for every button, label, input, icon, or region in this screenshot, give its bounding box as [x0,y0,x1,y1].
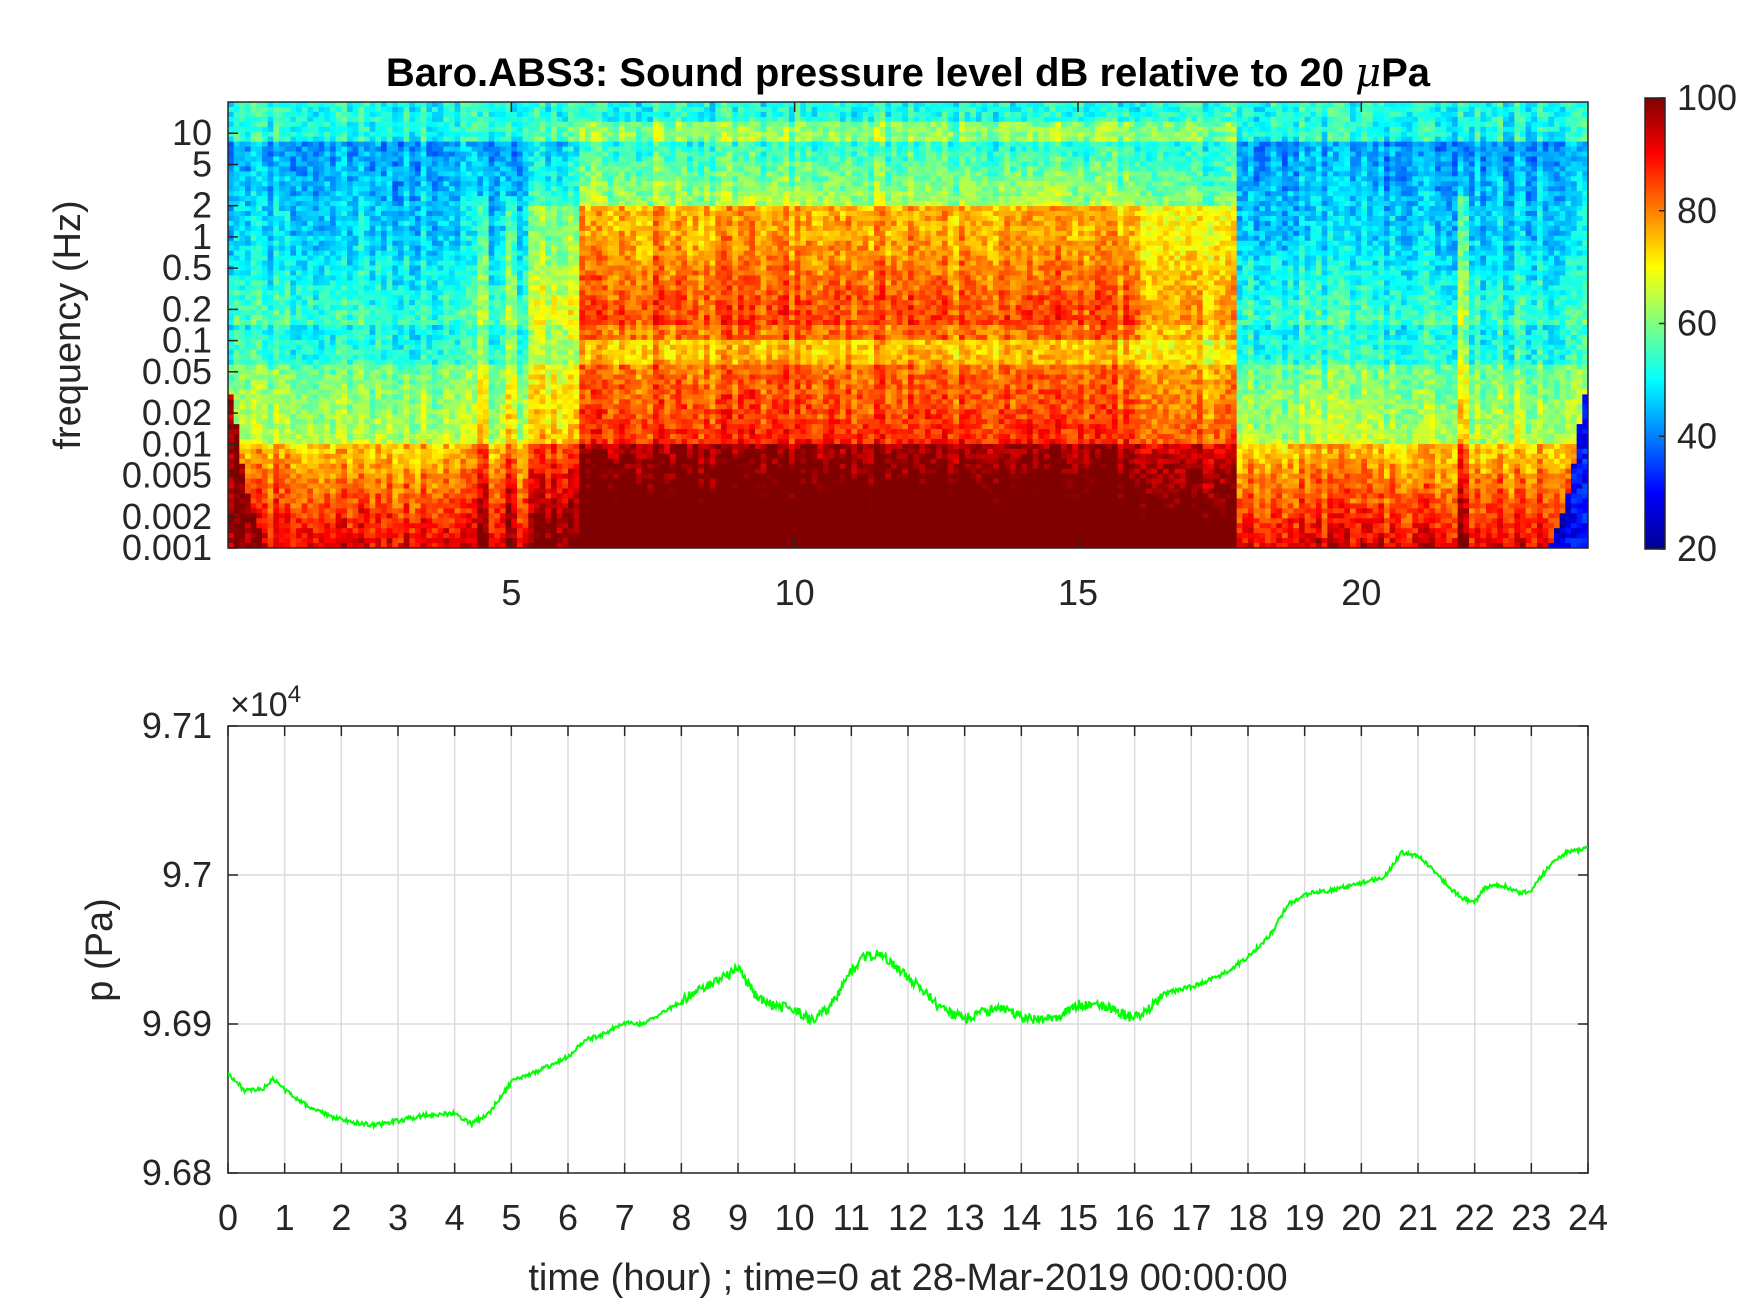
spectrogram-y-tick-label: 0.001 [122,527,212,568]
spectrogram-y-tick-label: 0.02 [142,392,212,433]
spectrogram-y-label: frequency (Hz) [47,200,89,449]
colorbar-tick-label: 20 [1677,528,1717,569]
line-x-tick-label: 8 [671,1197,691,1238]
spectrogram-y-tick-label: 0.01 [142,423,212,464]
spectrogram-y-tick-label: 0.5 [162,247,212,288]
line-x-tick-label: 15 [1058,1197,1098,1238]
colorbar-tick-label: 40 [1677,415,1717,456]
pressure-series-line [228,845,1588,1131]
colorbar-tick-label: 80 [1677,190,1717,231]
spectrogram-y-tick-label: 0.002 [122,496,212,537]
spectrogram-y-tick-label: 0.1 [162,320,212,361]
spectrogram-y-tick-label: 0.005 [122,455,212,496]
line-x-tick-label: 23 [1511,1197,1551,1238]
line-x-tick-label: 20 [1341,1197,1381,1238]
spectrogram-y-tick-label: 2 [192,185,212,226]
spectrogram-y-tick-label: 5 [192,143,212,184]
line-y-tick-label: 9.69 [142,1003,212,1044]
line-x-tick-label: 16 [1115,1197,1155,1238]
line-x-label: time (hour) ; time=0 at 28-Mar-2019 00:0… [528,1257,1287,1299]
spectrogram-x-tick-label: 5 [501,572,521,613]
y-exponent-label: ×104 [230,681,301,724]
line-y-tick-label: 9.68 [142,1152,212,1193]
spectrogram-x-tick-label: 15 [1058,572,1098,613]
line-x-tick-label: 2 [331,1197,351,1238]
spectrogram-x-axis: 5 10 15 20 [501,102,1381,613]
line-x-tick-label: 9 [728,1197,748,1238]
line-y-tick-label: 9.7 [162,854,212,895]
line-x-tick-label: 6 [558,1197,578,1238]
line-x-tick-label: 5 [501,1197,521,1238]
line-x-tick-label: 4 [445,1197,465,1238]
spectrogram-y-tick-label: 1 [192,216,212,257]
line-y-tick-label: 9.71 [142,705,212,746]
line-x-tick-label: 12 [888,1197,928,1238]
line-x-tick-label: 17 [1171,1197,1211,1238]
line-x-tick-label: 13 [945,1197,985,1238]
colorbar-tick-label: 100 [1677,77,1737,118]
line-y-label: p (Pa) [79,898,121,1001]
line-x-tick-label: 3 [388,1197,408,1238]
line-x-tick-label: 7 [615,1197,635,1238]
line-y-axis: 9.68 9.69 9.7 9.71 [142,705,1588,1193]
spectrogram-y-axis: 105210.50.20.10.050.020.010.0050.0020.00… [122,112,238,568]
spectrogram-y-tick-label: 10 [172,112,212,153]
line-x-tick-label: 11 [833,1197,870,1238]
spectrogram-x-tick-label: 20 [1341,572,1381,613]
line-grid [227,725,1589,1174]
colorbar-axis: 100 80 60 40 20 [1659,77,1737,569]
line-x-axis: 0 1 2 3 4 5 6 7 8 9 10 11 12 13 14 15 16 17 18 19 20 21 22 23 24 [218,726,1608,1238]
line-x-tick-label: 19 [1285,1197,1325,1238]
line-x-tick-label: 24 [1568,1197,1608,1238]
line-x-tick-label: 0 [218,1197,238,1238]
spectrogram-x-tick-label: 10 [775,572,815,613]
spectrogram-y-tick-label: 0.05 [142,351,212,392]
line-x-tick-label: 10 [775,1197,815,1238]
spectrogram-image [228,102,1588,548]
line-x-tick-label: 21 [1398,1197,1438,1238]
line-x-tick-label: 18 [1228,1197,1268,1238]
line-x-tick-label: 22 [1455,1197,1495,1238]
spectrogram-title: Baro.ABS3: Sound pressure level dB relat… [386,50,1431,96]
line-x-tick-label: 14 [1001,1197,1041,1238]
line-x-tick-label: 1 [275,1197,295,1238]
colorbar-tick-label: 60 [1677,303,1717,344]
spectrogram-frame [227,101,1589,549]
spectrogram-y-tick-label: 0.2 [162,288,212,329]
